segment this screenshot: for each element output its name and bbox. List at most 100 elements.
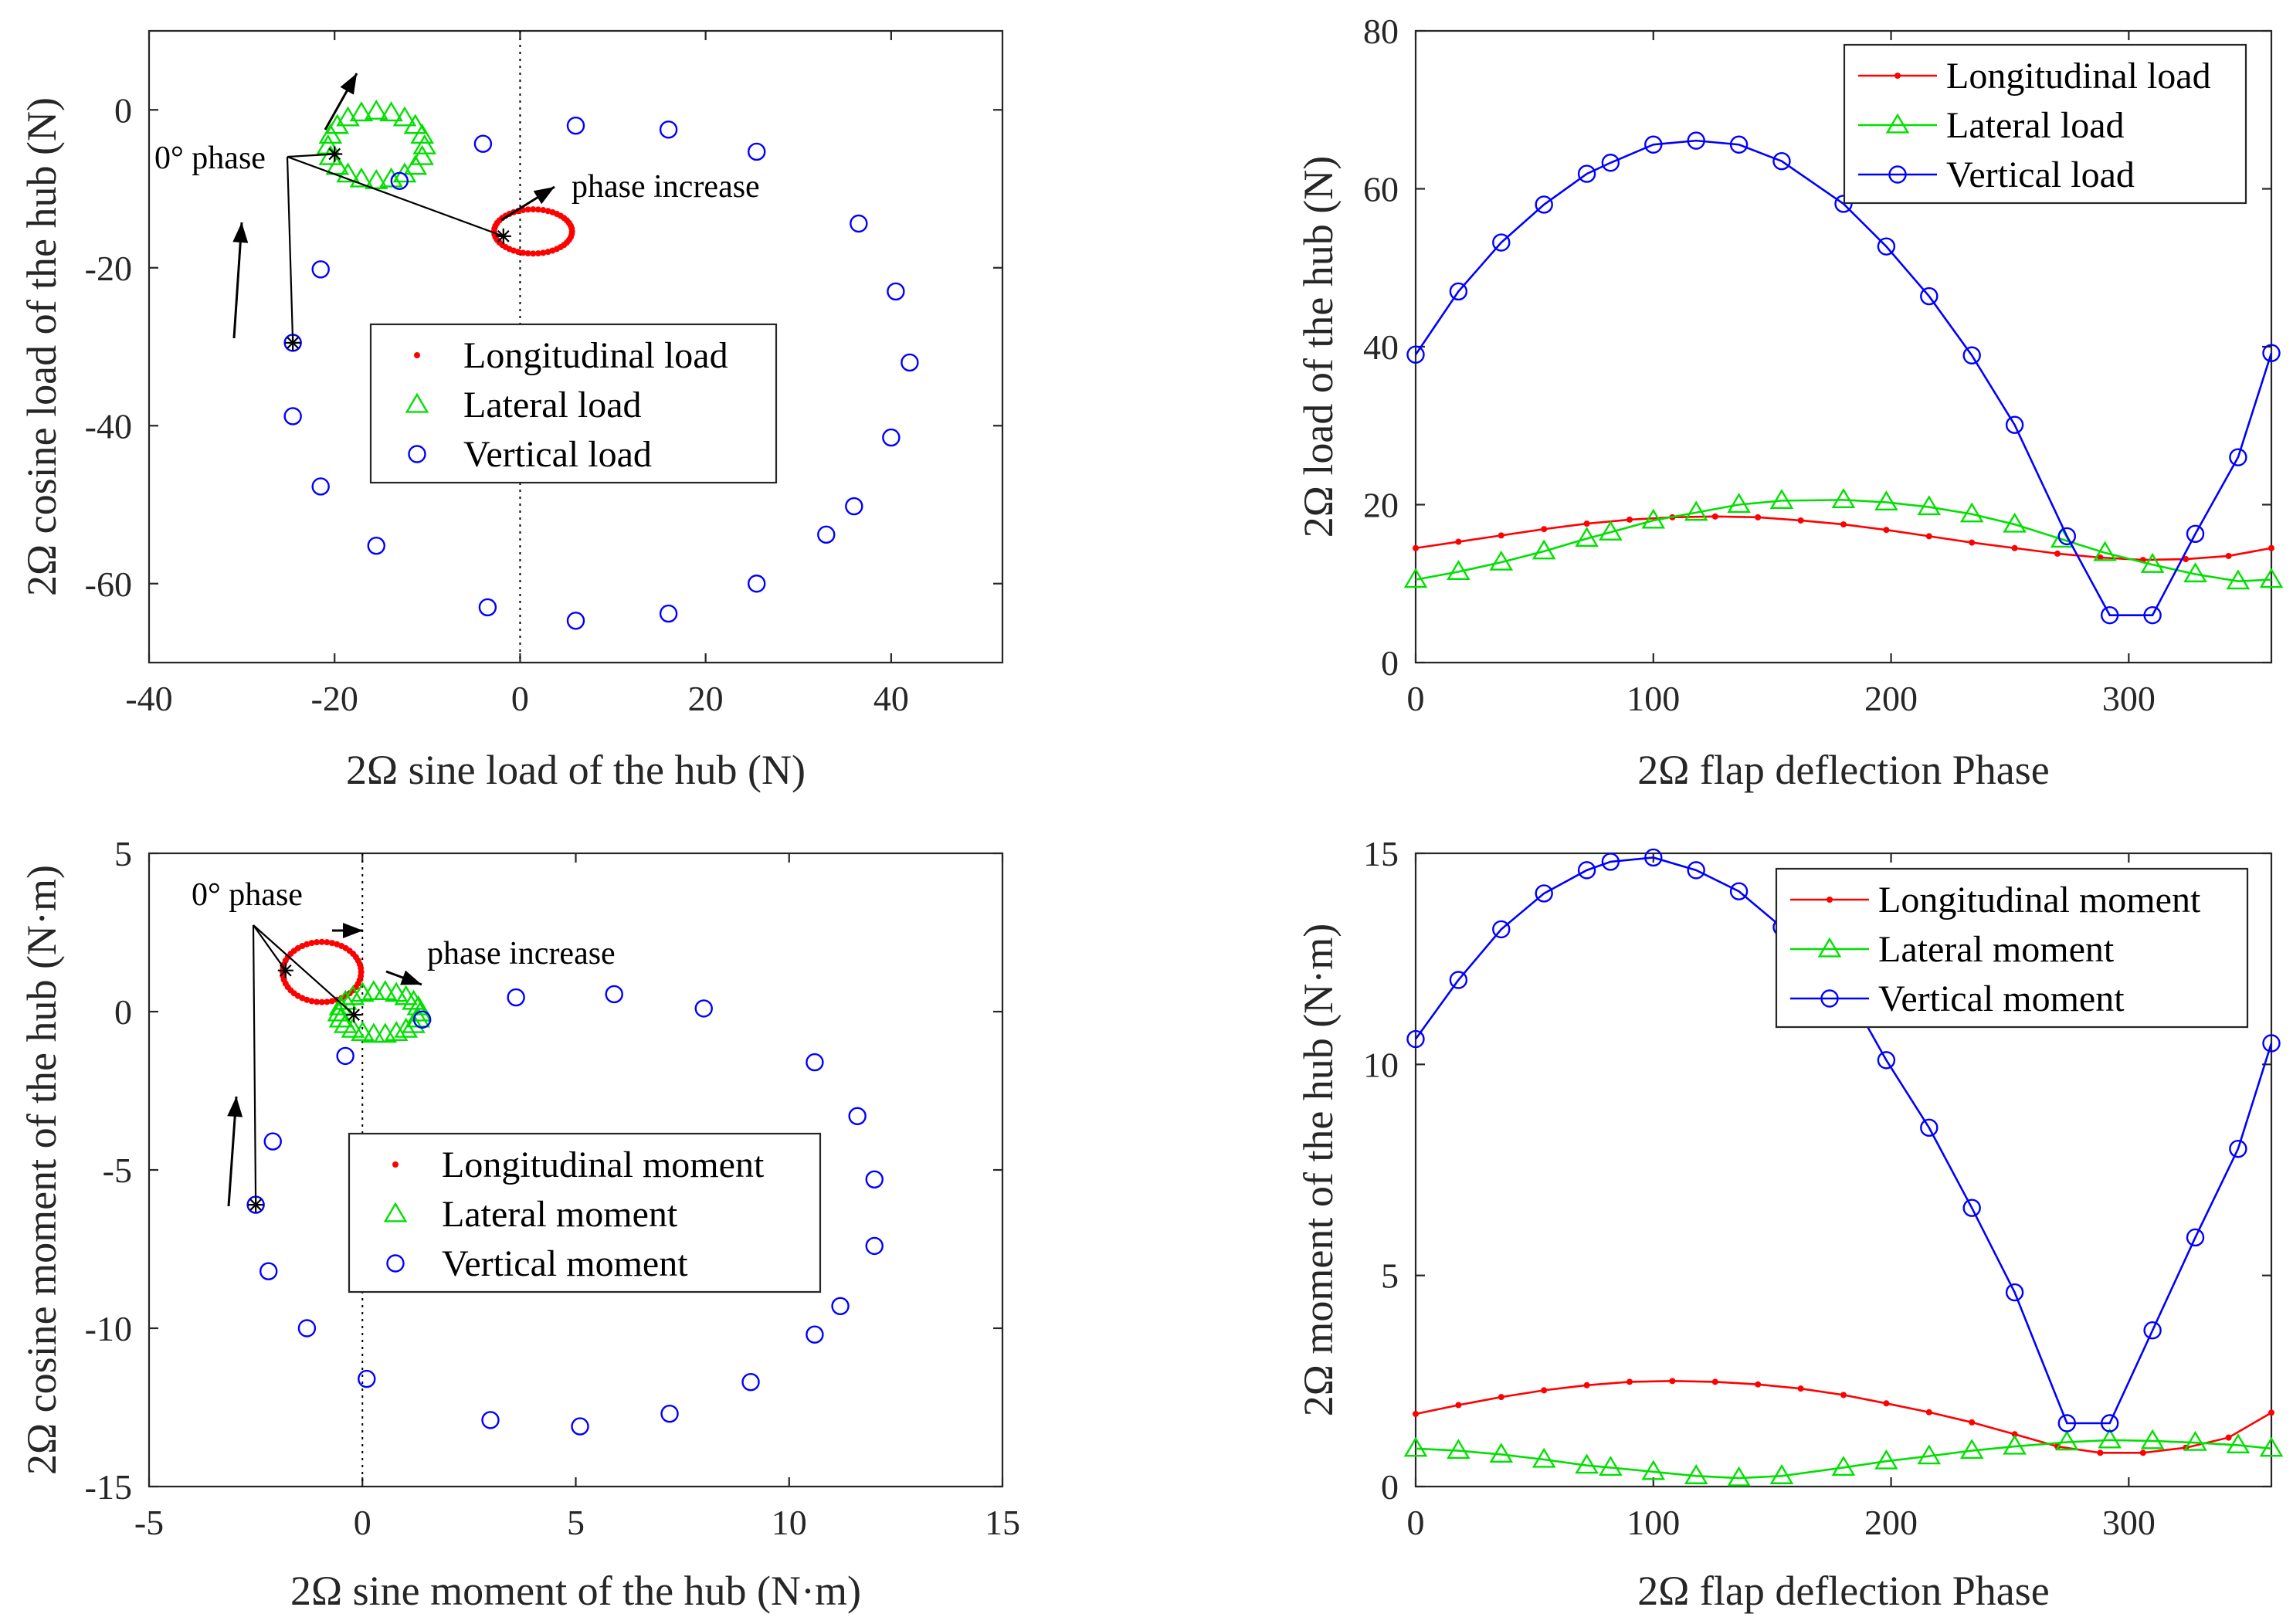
- legend-label: Vertical load: [1946, 154, 2135, 195]
- data-point: [390, 171, 409, 190]
- data-point: [530, 206, 537, 213]
- data-point: [1489, 1443, 1514, 1463]
- data-point: [373, 980, 398, 1001]
- data-point: [1644, 848, 1663, 867]
- legend-marker: [1820, 989, 1839, 1008]
- legend-marker: [383, 1202, 408, 1222]
- data-point: [2098, 1428, 2122, 1449]
- x-tick-label: 200: [1864, 679, 1918, 718]
- legend-box: [348, 1132, 822, 1293]
- x-tick-label: 0: [1407, 679, 1425, 718]
- data-point: [1601, 853, 1620, 871]
- data-point: [308, 998, 315, 1005]
- data-point: [1669, 1378, 1676, 1385]
- data-point: [1684, 500, 1708, 521]
- data-point: [1711, 513, 1718, 520]
- direction-arrow: [500, 185, 555, 222]
- data-point: [659, 604, 678, 623]
- data-point: [1455, 1402, 1462, 1409]
- data-point: [1541, 1387, 1548, 1394]
- data-point: [1874, 1449, 1898, 1470]
- legend-item: Lateral moment: [1790, 929, 2115, 970]
- data-point: [1644, 135, 1663, 154]
- data-point: [1729, 882, 1749, 900]
- data-point: [1959, 502, 1984, 523]
- data-point: [1535, 195, 1553, 214]
- y-axis-title: 2Ω cosine load of the hub (N): [19, 97, 65, 596]
- data-point: [1403, 568, 1428, 588]
- legend-marker: [392, 1161, 399, 1168]
- data-point: [2097, 554, 2104, 561]
- data-point: [349, 167, 374, 188]
- legend-marker: [408, 445, 426, 463]
- legend-item: Longitudinal load: [1858, 56, 2211, 97]
- data-point: [2262, 1034, 2281, 1053]
- data-point: [2101, 605, 2119, 625]
- legend-item: Longitudinal load: [414, 335, 728, 376]
- legend: Longitudinal load Lateral load Vertical lo…: [1843, 43, 2247, 205]
- data-point: [2140, 1429, 2165, 1449]
- x-tick-label: 20: [688, 679, 724, 718]
- data-point: [1498, 532, 1504, 539]
- data-point: [2259, 1436, 2284, 1457]
- legend: Longitudinal load Lateral load Vertical lo…: [369, 323, 778, 484]
- data-point: [1883, 1400, 1890, 1407]
- data-point: [403, 114, 428, 134]
- data-point: [349, 101, 374, 122]
- y-tick-label: -10: [85, 1309, 132, 1348]
- leader-line: [286, 156, 294, 343]
- data-point: [314, 939, 321, 946]
- data-point: [2011, 544, 2018, 551]
- data-point: [333, 989, 358, 1010]
- annotations: 0° phase phase increase: [154, 73, 760, 351]
- data-point: [2229, 1139, 2247, 1158]
- data-point: [327, 1001, 351, 1022]
- legend-marker: [1888, 165, 1907, 184]
- data-point: [325, 154, 350, 175]
- series-lateral-load: [316, 99, 437, 189]
- arrow-head: [533, 187, 555, 205]
- legend-label: Longitudinal load: [1946, 56, 2211, 97]
- axes-box: [148, 29, 1004, 664]
- legend-marker: [386, 1254, 405, 1273]
- legend-item: Vertical moment: [1790, 978, 2125, 1019]
- data-point: [806, 1325, 824, 1344]
- data-point: [831, 1297, 850, 1316]
- data-point: [520, 249, 527, 256]
- arrow-head: [232, 222, 249, 243]
- data-point: [1641, 508, 1666, 529]
- y-tick-label: 5: [1381, 1256, 1399, 1296]
- direction-arrow: [324, 73, 358, 131]
- x-tick-label: 300: [2102, 679, 2156, 718]
- y-tick-label: 0: [1381, 643, 1399, 683]
- data-point: [2011, 1431, 2018, 1438]
- data-point: [318, 938, 325, 945]
- data-point: [1626, 1378, 1633, 1385]
- data-point: [806, 1053, 824, 1072]
- x-tick-label: -5: [134, 1503, 164, 1542]
- data-point: [1840, 1392, 1847, 1399]
- data-point: [364, 99, 388, 120]
- data-point: [361, 1022, 386, 1043]
- legend-label: Vertical moment: [442, 1243, 688, 1284]
- series-lateral-moment: [1403, 1428, 2284, 1487]
- data-point: [566, 116, 585, 135]
- legend-item: Vertical load: [408, 434, 652, 475]
- data-point: [2186, 524, 2205, 544]
- legend-box: [1775, 867, 2249, 1029]
- data-point: [2057, 1414, 2077, 1432]
- data-point: [568, 231, 575, 238]
- data-point: [1920, 286, 1939, 306]
- y-tick-label: -60: [85, 565, 132, 604]
- data-point: [1920, 1118, 1939, 1137]
- annotations: 0° phase phase increase: [192, 877, 616, 1213]
- data-point: [1406, 1029, 1425, 1049]
- data-point: [1541, 526, 1548, 533]
- data-point: [2054, 550, 2061, 557]
- data-point: [297, 1319, 317, 1338]
- data-point: [1962, 346, 1981, 364]
- data-point: [351, 982, 375, 1002]
- y-tick-label: -40: [85, 406, 132, 446]
- data-point: [410, 144, 434, 165]
- data-point: [741, 1372, 760, 1392]
